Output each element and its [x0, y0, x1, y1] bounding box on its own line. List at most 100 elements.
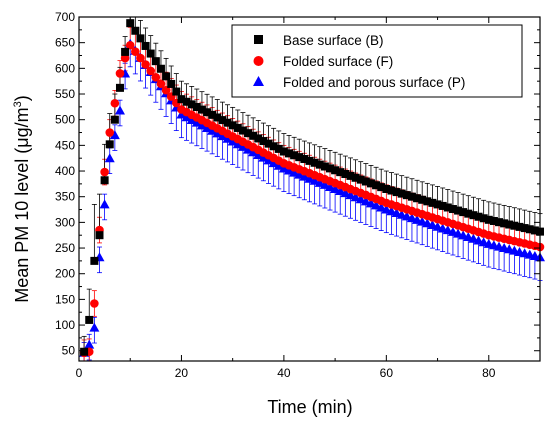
data-point-folded [105, 128, 115, 137]
data-point-porous [340, 188, 351, 198]
data-point-base [418, 195, 427, 204]
data-point-porous [217, 131, 228, 141]
data-point-base [192, 103, 201, 112]
y-tick-label: 400 [55, 164, 75, 178]
y-tick-label: 700 [55, 10, 75, 24]
data-point-folded [120, 53, 130, 63]
data-point-base [423, 197, 432, 206]
data-point-base [279, 147, 288, 156]
y-tick-label: 500 [55, 113, 75, 127]
data-point-porous [248, 147, 259, 157]
data-point-base [290, 151, 299, 160]
data-point-base [341, 170, 350, 179]
data-point-porous [268, 158, 279, 168]
legend-box [231, 24, 523, 98]
data-point-base [274, 144, 283, 153]
data-point-base [249, 131, 258, 140]
data-point-base [377, 183, 386, 192]
data-point-folded [110, 98, 120, 108]
data-point-base [464, 209, 473, 218]
x-axis-title: Time (min) [267, 397, 352, 417]
y-tick-label: 600 [55, 61, 75, 75]
data-point-base [315, 160, 324, 169]
data-point-folded [115, 69, 125, 78]
data-point-porous [196, 120, 207, 130]
data-point-base [448, 205, 457, 214]
y-axis-title-suffix: ) [12, 95, 32, 101]
data-point-porous [258, 152, 269, 162]
data-point-base [515, 222, 524, 231]
legend-marker-porous [253, 76, 264, 86]
data-point-base [530, 226, 539, 235]
y-axis-title-unit: g/m [12, 107, 32, 137]
chart-axes [78, 16, 541, 362]
data-point-porous [232, 139, 243, 149]
plot-frame [78, 16, 541, 362]
y-tick-label: 200 [55, 267, 75, 281]
data-point-folded [131, 47, 140, 56]
y-tick-label: 450 [55, 138, 75, 152]
data-point-base [223, 118, 232, 127]
data-point-base [295, 153, 304, 162]
data-point-base [151, 57, 160, 66]
y-axis-title-mu: μ [12, 137, 32, 147]
data-point-porous [191, 117, 202, 127]
data-point-base [320, 162, 329, 171]
data-point-base [500, 219, 509, 228]
data-point-porous [207, 125, 218, 135]
data-point-base [382, 185, 391, 193]
data-point-base [90, 256, 99, 265]
data-point-folded [146, 66, 156, 76]
data-point-base [454, 206, 463, 215]
data-point-porous [360, 196, 371, 206]
y-axis-title-sup: 3 [12, 101, 24, 107]
data-point-base [433, 200, 442, 209]
data-point-base [469, 211, 478, 220]
data-point-porous [89, 322, 100, 332]
data-point-base [121, 47, 130, 56]
data-point-porous [176, 109, 187, 119]
data-point-porous [227, 136, 238, 146]
y-tick-label: 50 [62, 344, 76, 358]
data-point-base [525, 225, 534, 234]
data-point-porous [109, 130, 120, 140]
data-point-base [459, 208, 468, 217]
data-point-base [110, 115, 119, 124]
data-point-base [413, 194, 422, 203]
series-0-points [80, 19, 544, 356]
data-point-base [351, 173, 360, 182]
series-1-points [79, 40, 545, 358]
data-point-porous [324, 181, 335, 191]
y-axis-title: Mean PM 10 level (μg/m3) [12, 95, 32, 303]
chart-ticks: 0 20 40 60 80 50 100 150 200 250 300 350 400 450 500 55… [55, 10, 540, 380]
data-point-porous [345, 190, 356, 200]
data-point-base [346, 171, 355, 180]
data-point-base [356, 175, 365, 184]
data-point-porous [309, 175, 320, 185]
data-point-folded [151, 73, 161, 82]
data-point-base [325, 164, 334, 173]
data-point-folded [100, 167, 109, 177]
data-point-porous [365, 198, 376, 208]
series-2-errorbars [81, 43, 543, 362]
data-point-porous [84, 339, 95, 349]
data-point-base [218, 116, 227, 125]
y-tick-label: 100 [55, 318, 75, 332]
x-tick-label: 20 [175, 366, 189, 380]
y-tick-label: 350 [55, 190, 75, 204]
legend-label-base: Base surface (B) [283, 33, 384, 48]
data-point-porous [355, 194, 366, 204]
y-axis-title-prefix: Mean PM 10 level ( [12, 148, 32, 303]
data-point-porous [371, 200, 382, 210]
x-tick-label: 0 [76, 366, 83, 380]
data-point-folded [90, 299, 99, 308]
data-point-base [80, 347, 89, 356]
data-point-porous [350, 192, 361, 202]
data-point-base [197, 105, 206, 114]
legend-label-folded: Folded surface (F) [283, 54, 393, 69]
data-point-porous [330, 184, 341, 193]
data-point-porous [299, 171, 310, 181]
data-point-base [182, 97, 191, 106]
data-point-porous [273, 160, 284, 170]
